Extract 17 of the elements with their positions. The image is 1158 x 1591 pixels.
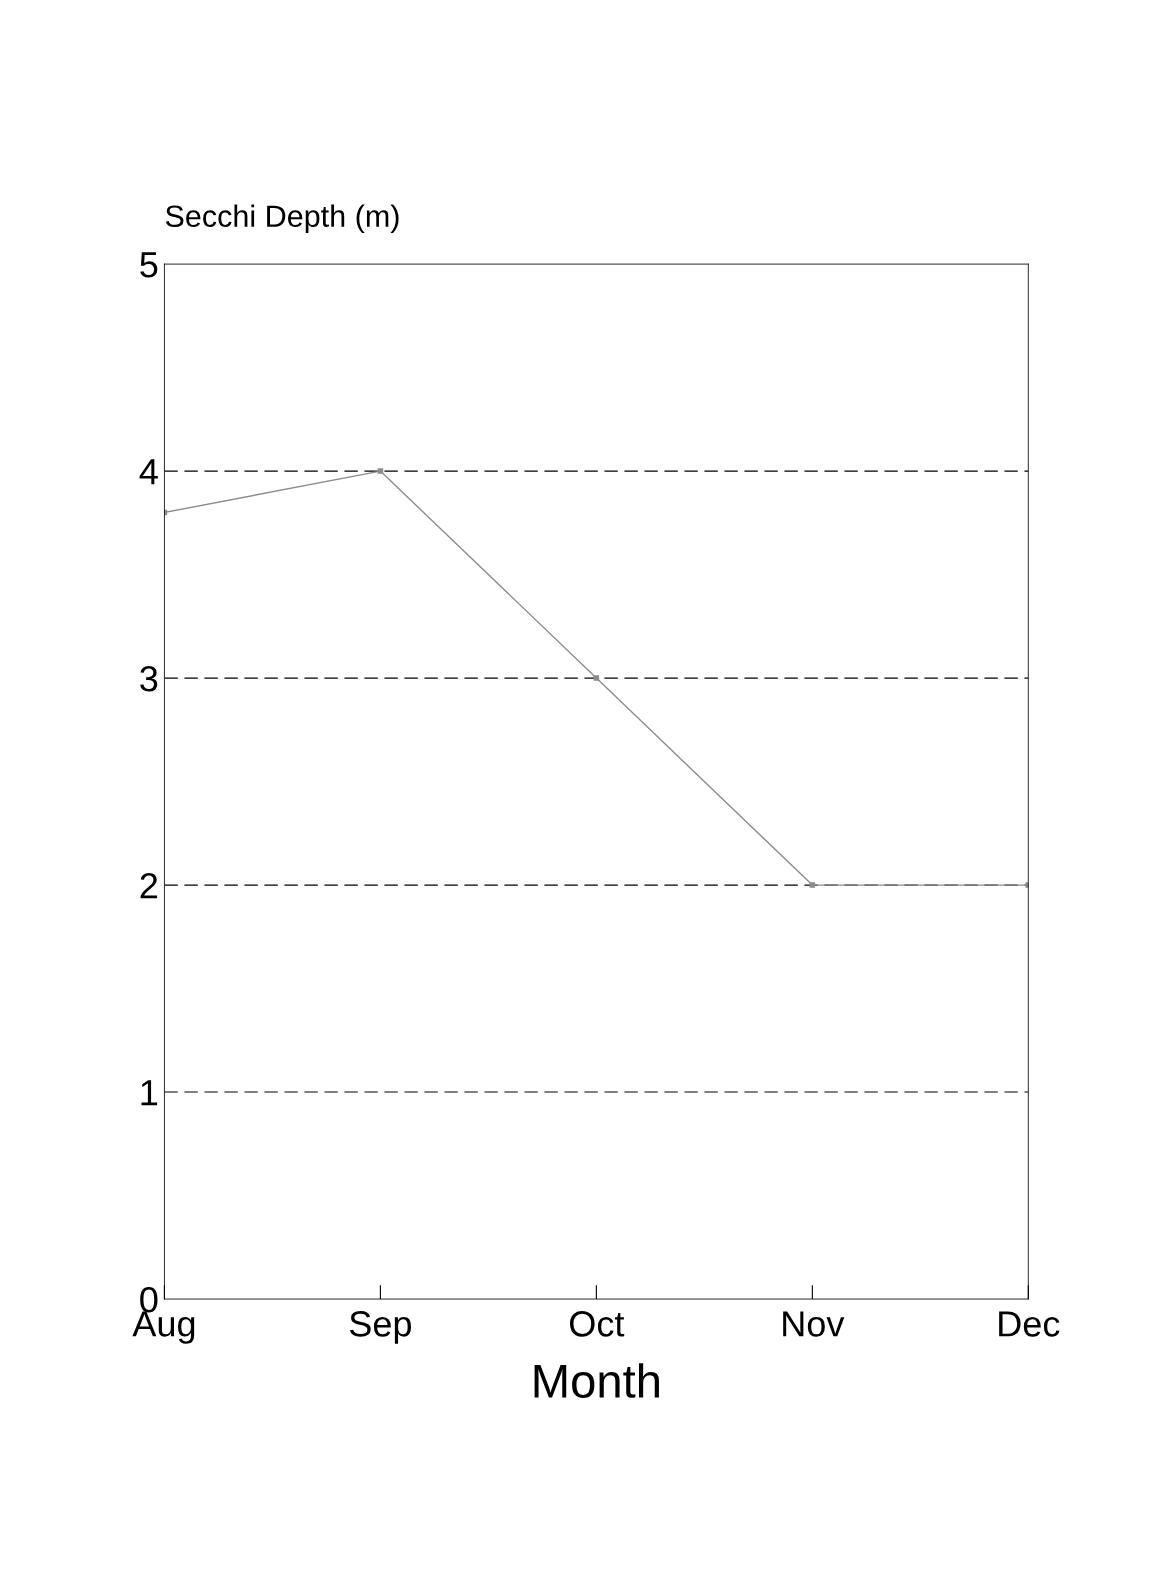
y-tick-label: 3	[140, 665, 158, 692]
point	[809, 882, 816, 888]
x-tick-label: Dec	[999, 1311, 1060, 1337]
y-tick-label: 1	[141, 1080, 158, 1106]
x-tick-label: Nov	[783, 1311, 845, 1337]
y-axis-title: Secchi Depth (m)	[165, 204, 399, 234]
point	[593, 675, 600, 681]
x-tick-label: Oct	[569, 1311, 625, 1337]
x-tick-label: Aug	[132, 1311, 195, 1344]
x-axis-title: Month	[534, 1363, 659, 1398]
point	[377, 468, 384, 474]
y-tick-label: 2	[140, 872, 158, 899]
y-tick-label: 0	[140, 1286, 158, 1313]
line-series	[164, 468, 1029, 888]
y-tick-label: 4	[139, 459, 158, 485]
y-tick-label: 5	[140, 252, 158, 278]
x-tick-label: Sep	[349, 1311, 412, 1344]
